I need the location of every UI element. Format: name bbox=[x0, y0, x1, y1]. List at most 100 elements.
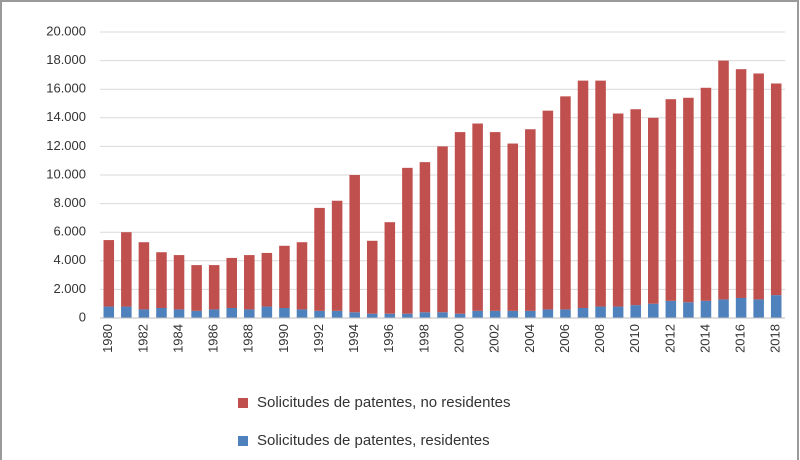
bar-segment bbox=[138, 309, 150, 318]
bar-segment bbox=[753, 299, 764, 318]
y-tick-label: 12.000 bbox=[46, 138, 86, 153]
bar-segment bbox=[472, 310, 483, 318]
bar-segment bbox=[542, 309, 554, 318]
bar-segment bbox=[770, 295, 782, 318]
y-tick-label: 4.000 bbox=[53, 252, 86, 267]
bar-segment bbox=[612, 113, 624, 307]
bar-segment bbox=[454, 132, 466, 314]
bar-segment bbox=[525, 129, 536, 311]
bar-segment bbox=[402, 313, 413, 318]
bar-segment bbox=[244, 255, 255, 310]
x-tick-label: 1986 bbox=[206, 324, 221, 353]
bar-segment bbox=[226, 257, 237, 308]
x-tick-label: 2006 bbox=[557, 324, 572, 353]
y-tick-label: 14.000 bbox=[46, 109, 86, 124]
bar-segment bbox=[472, 123, 483, 311]
x-tick-label: 2016 bbox=[733, 324, 748, 353]
bar-segment bbox=[735, 297, 747, 318]
x-tick-label: 1996 bbox=[381, 324, 396, 353]
bar-segment bbox=[156, 252, 167, 308]
bar-segment bbox=[314, 207, 325, 311]
bar-segment bbox=[700, 87, 712, 301]
bar-segment bbox=[507, 310, 519, 318]
bar-segment bbox=[384, 222, 396, 314]
bar-segment bbox=[191, 310, 202, 318]
bar-segment bbox=[261, 252, 273, 307]
bar-segment bbox=[349, 312, 360, 318]
bar-segment bbox=[770, 83, 782, 296]
x-tick-label: 1994 bbox=[346, 324, 361, 353]
y-tick-label: 10.000 bbox=[46, 166, 86, 181]
bar-segment bbox=[542, 110, 554, 310]
x-tick-label: 1980 bbox=[100, 324, 115, 353]
bar-segment bbox=[560, 309, 571, 318]
bar-segment bbox=[437, 146, 448, 313]
y-tick-label: 8.000 bbox=[53, 195, 86, 210]
y-tick-label: 0 bbox=[79, 309, 86, 324]
y-tick-label: 6.000 bbox=[53, 224, 86, 239]
x-tick-label: 1988 bbox=[241, 324, 256, 353]
x-tick-label: 2014 bbox=[697, 324, 712, 353]
bar-segment bbox=[103, 240, 115, 307]
bar-segment bbox=[314, 310, 325, 318]
bar-segment bbox=[173, 309, 185, 318]
bar-segment bbox=[121, 232, 132, 307]
x-tick-label: 2010 bbox=[627, 324, 642, 353]
bar-segment bbox=[648, 303, 659, 318]
bar-segment bbox=[244, 309, 255, 318]
bar-segment bbox=[612, 306, 624, 318]
y-tick-label: 18.000 bbox=[46, 52, 86, 67]
bar-segment bbox=[138, 242, 150, 310]
y-tick-label: 20.000 bbox=[46, 23, 86, 38]
x-tick-label: 1984 bbox=[170, 324, 185, 353]
bar-segment bbox=[630, 305, 641, 318]
bar-segment bbox=[366, 240, 378, 314]
x-tick-label: 2004 bbox=[522, 324, 537, 353]
bar-segment bbox=[279, 307, 290, 318]
bar-segment bbox=[296, 242, 308, 310]
y-tick-label: 2.000 bbox=[53, 281, 86, 296]
bar-segment bbox=[735, 69, 747, 298]
x-tick-label: 1990 bbox=[276, 324, 291, 353]
y-tick-label: 16.000 bbox=[46, 81, 86, 96]
bar-segment bbox=[226, 307, 237, 318]
bar-segment bbox=[279, 245, 290, 308]
bar-segment bbox=[384, 313, 396, 318]
bar-segment bbox=[665, 99, 677, 301]
bar-segment bbox=[366, 313, 378, 318]
bar-segment bbox=[103, 306, 115, 318]
bar-segment bbox=[489, 132, 501, 311]
bar-segment bbox=[419, 312, 431, 318]
bar-segment bbox=[683, 302, 694, 318]
bar-segment bbox=[331, 200, 343, 311]
legend-label: Solicitudes de patentes, residentes bbox=[257, 432, 490, 449]
bar-segment bbox=[121, 306, 132, 318]
bar-segment bbox=[577, 80, 589, 308]
x-tick-label: 2000 bbox=[452, 324, 467, 353]
bar-segment bbox=[261, 306, 273, 318]
x-tick-label: 2018 bbox=[768, 324, 783, 353]
bar-segment bbox=[753, 73, 764, 300]
bar-segment bbox=[630, 109, 641, 306]
legend-swatch bbox=[238, 398, 248, 408]
bar-segment bbox=[191, 265, 202, 311]
bar-segment bbox=[489, 310, 501, 318]
bar-segment bbox=[665, 300, 677, 318]
legend-label: Solicitudes de patentes, no residentes bbox=[257, 394, 511, 411]
bar-segment bbox=[507, 143, 519, 311]
bar-segment bbox=[560, 96, 571, 310]
x-tick-label: 1982 bbox=[135, 324, 150, 353]
bar-segment bbox=[700, 300, 712, 318]
bar-segment bbox=[595, 306, 606, 318]
x-tick-label: 2012 bbox=[662, 324, 677, 353]
x-tick-label: 2002 bbox=[487, 324, 502, 353]
x-tick-label: 2008 bbox=[592, 324, 607, 353]
bar-segment bbox=[349, 175, 360, 313]
bar-segment bbox=[595, 80, 606, 307]
bar-segment bbox=[173, 255, 185, 310]
bar-segment bbox=[331, 310, 343, 318]
bar-segment bbox=[419, 162, 431, 313]
bar-segment bbox=[402, 167, 413, 314]
